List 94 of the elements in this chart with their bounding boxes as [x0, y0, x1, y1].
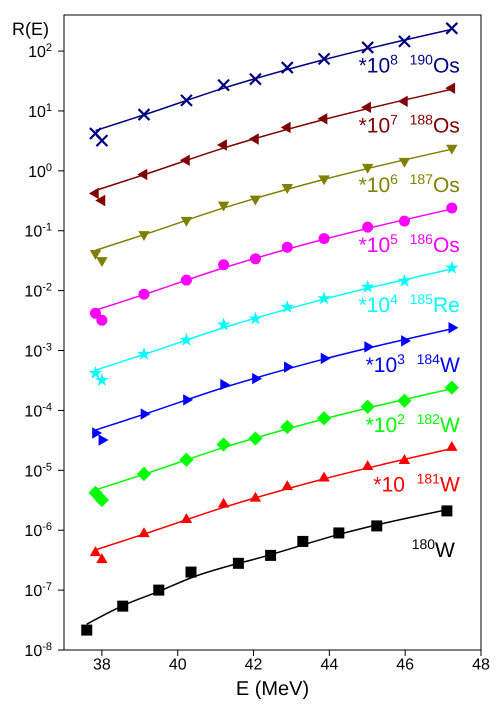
x-tick-label: 44: [320, 656, 338, 674]
point: [96, 314, 108, 326]
point: [318, 472, 330, 482]
y-axis-title: R(E): [12, 19, 49, 39]
y-tick-label: 10$^{-3}$: [24, 342, 52, 361]
series-label: *10$^{2}$ $^{182}$W: [366, 410, 460, 437]
point: [371, 520, 382, 532]
point: [446, 202, 458, 214]
point: [362, 460, 374, 470]
point: [445, 22, 458, 35]
point: [361, 40, 374, 54]
point: [265, 550, 276, 561]
point: [88, 126, 102, 140]
point: [248, 312, 262, 324]
point: [96, 553, 108, 564]
point: [316, 411, 332, 426]
point: [362, 222, 374, 233]
point: [248, 431, 263, 446]
point: [250, 492, 262, 502]
point: [185, 566, 196, 578]
point: [216, 78, 230, 92]
y-tick-label: 10$^{-7}$: [24, 581, 52, 600]
point: [280, 420, 294, 434]
y-tick-label: 10$^{0}$: [28, 162, 52, 181]
series-label: $^{180}$W: [412, 536, 456, 562]
point: [398, 274, 412, 287]
x-tick-label: 42: [244, 656, 263, 674]
x-tick-label: 46: [396, 656, 414, 674]
series-label: *10$^{6}$ $^{187}$Os: [358, 171, 460, 198]
point: [282, 242, 293, 253]
y-tick-label: 10$^{-8}$: [24, 641, 52, 660]
point: [117, 600, 128, 612]
point: [441, 505, 452, 516]
x-tick-label: 38: [93, 656, 111, 674]
y-tick-label: 10$^{-2}$: [24, 282, 52, 301]
point: [90, 546, 102, 556]
point: [81, 624, 92, 636]
series-label: *10$^{3}$ $^{184}$W: [366, 350, 460, 377]
y-tick-label: 10$^{1}$: [28, 102, 52, 121]
point: [397, 394, 412, 408]
point: [95, 134, 109, 148]
point: [180, 513, 192, 523]
point: [136, 466, 152, 482]
y-tick-label: 10$^{-4}$: [24, 401, 52, 420]
x-tick-label: 40: [168, 656, 187, 674]
point: [95, 373, 109, 386]
point: [137, 347, 151, 360]
point: [88, 486, 103, 500]
point: [398, 216, 410, 227]
point: [180, 94, 194, 108]
series-label: *10$^{8}$ $^{190}$Os: [358, 51, 460, 78]
point: [446, 440, 458, 451]
point: [88, 366, 102, 379]
point: [180, 274, 192, 286]
x-axis-title: E (MeV): [236, 678, 310, 700]
x-tick-label: 48: [472, 656, 490, 674]
series-label: *10$^{7}$ $^{188}$Os: [358, 111, 460, 138]
point: [398, 34, 412, 48]
y-tick-label: 10$^{-5}$: [24, 461, 52, 480]
point: [137, 108, 151, 122]
series-label: *10$^{5}$ $^{186}$Os: [358, 231, 460, 258]
y-tick-label: 10$^{-6}$: [24, 521, 52, 540]
point: [232, 558, 244, 569]
point: [317, 52, 331, 66]
point: [138, 288, 150, 300]
point: [333, 527, 344, 538]
point: [297, 536, 308, 547]
point: [94, 492, 110, 508]
point: [138, 527, 150, 538]
point: [216, 318, 230, 330]
point: [90, 308, 101, 319]
point: [445, 260, 459, 274]
series-label: *10$^{4}$ $^{185}$Re: [358, 290, 460, 317]
point: [360, 400, 375, 414]
series-label: *10 $^{181}$W: [373, 470, 460, 497]
point: [179, 452, 194, 467]
point: [398, 454, 410, 464]
point: [280, 300, 294, 313]
point: [250, 253, 261, 264]
point: [218, 498, 230, 508]
y-tick-label: 10$^{-1}$: [24, 222, 52, 241]
point: [153, 584, 164, 596]
point: [180, 332, 194, 346]
point: [360, 280, 374, 293]
point: [284, 361, 294, 373]
point: [218, 259, 230, 270]
point: [280, 60, 294, 74]
point: [444, 380, 459, 395]
point: [216, 437, 231, 452]
point: [318, 233, 330, 244]
point: [248, 72, 262, 86]
point: [282, 480, 293, 490]
y-tick-label: 10$^{2}$: [28, 42, 52, 62]
point: [317, 291, 331, 304]
